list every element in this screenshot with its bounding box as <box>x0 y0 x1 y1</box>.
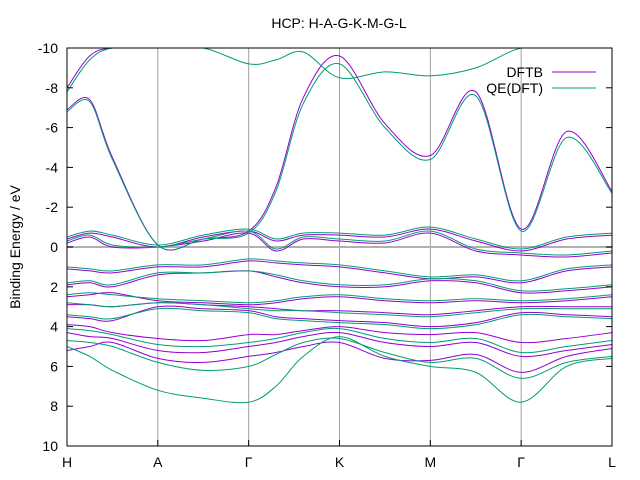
y-tick-label-4: -2 <box>46 199 59 215</box>
x-tick-label-1: A <box>153 454 163 470</box>
y-tick-label-8: 6 <box>50 358 58 374</box>
y-tick-label-6: 2 <box>50 279 58 295</box>
y-tick-label-5: 0 <box>50 239 58 255</box>
band-qe-dft-5 <box>67 292 612 304</box>
y-tick-label-9: 8 <box>50 398 58 414</box>
x-tick-label-2: Γ <box>245 454 253 470</box>
band-dftb-3 <box>67 305 612 328</box>
x-tick-label-5: Γ <box>517 454 525 470</box>
band-dftb-5 <box>67 292 612 306</box>
legend: DFTB QE(DFT) <box>486 64 596 96</box>
band-dftb-2 <box>67 324 612 344</box>
y-ticks: -10 -8 -6 -4 -2 0 2 4 6 8 10 <box>38 40 612 454</box>
y-tick-label-2: -6 <box>46 120 59 136</box>
band-qe-dft-6 <box>67 270 612 292</box>
legend-label-qe-dft: QE(DFT) <box>486 80 543 96</box>
band-dftb-1 <box>67 331 612 358</box>
x-tick-label-4: M <box>424 454 436 470</box>
band-qe-dft-7 <box>67 258 612 282</box>
x-tick-label-0: H <box>62 454 72 470</box>
band-dftb-7 <box>67 260 612 284</box>
band-dftb-6 <box>67 270 612 294</box>
band-qe-dft-4 <box>67 302 612 318</box>
bands <box>67 48 612 404</box>
band-qe-dft-2 <box>67 327 612 354</box>
band-qe-dft-10 <box>67 63 612 251</box>
y-axis-label: Binding Energy / eV <box>7 184 23 308</box>
chart-title: HCP: H-A-G-K-M-G-L <box>271 15 407 31</box>
y-tick-label-0: -10 <box>38 40 58 56</box>
band-dftb-0 <box>67 341 612 373</box>
y-tick-label-1: -8 <box>46 80 59 96</box>
band-qe-dft-0 <box>67 336 612 404</box>
band-qe-dft-1 <box>67 337 612 379</box>
band-dftb-8 <box>67 232 612 258</box>
band-qe-dft-11 <box>67 48 612 93</box>
band-qe-dft-8 <box>67 230 612 256</box>
band-qe-dft-9 <box>67 226 612 250</box>
band-qe-dft-3 <box>67 307 612 330</box>
band-dftb-9 <box>67 228 612 252</box>
y-tick-label-7: 4 <box>50 319 58 335</box>
y-tick-label-3: -4 <box>46 159 59 175</box>
x-tick-label-3: K <box>335 454 345 470</box>
x-tick-label-6: L <box>608 454 616 470</box>
y-tick-label-10: 10 <box>42 438 58 454</box>
legend-label-dftb: DFTB <box>506 64 543 80</box>
